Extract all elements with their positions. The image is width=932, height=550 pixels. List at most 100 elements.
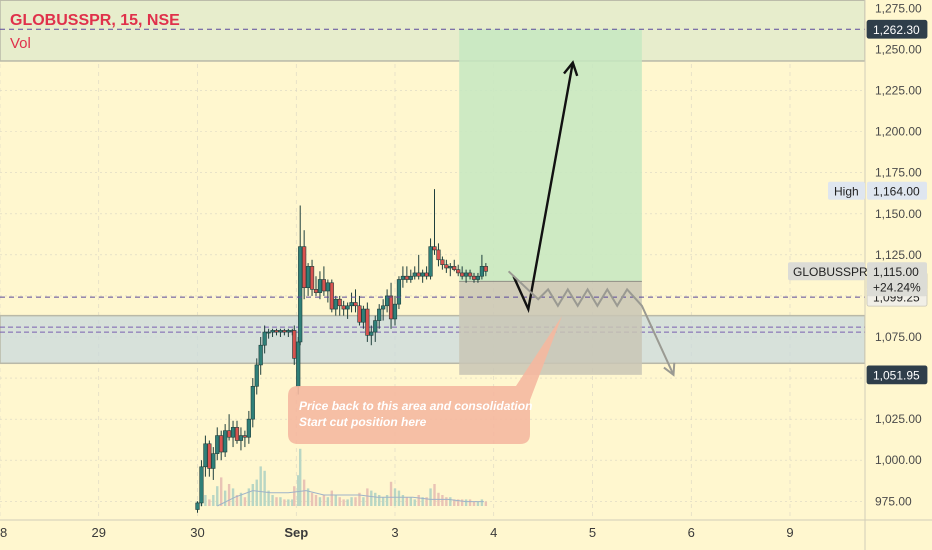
volume-bar	[259, 466, 262, 506]
candle-body	[274, 330, 279, 333]
candle-body	[321, 279, 327, 292]
candle-body	[199, 466, 204, 504]
candle-body	[313, 289, 319, 293]
volume-bar	[267, 490, 270, 506]
volume-bar	[338, 497, 341, 506]
candle-body	[440, 259, 445, 266]
volume-bar	[220, 477, 223, 506]
y-tick-label: 1,075.00	[875, 330, 922, 344]
volume-bar	[297, 475, 300, 506]
volume-bar	[460, 499, 464, 506]
symbol-title[interactable]: GLOBUSSPR, 15, NSE	[10, 12, 180, 29]
candle-body	[329, 282, 334, 310]
volume-bar	[472, 501, 476, 506]
x-tick-label: 8	[0, 525, 7, 540]
candle-body	[282, 330, 287, 333]
volume-bar	[362, 497, 365, 506]
candle-body	[460, 272, 465, 277]
y-tick-label: 1,225.00	[875, 84, 922, 98]
candle-body	[388, 295, 394, 320]
volume-bar	[342, 499, 345, 506]
price-tag-label: 1,051.95	[873, 368, 920, 382]
volume-bar	[299, 448, 302, 506]
x-tick-label: 5	[589, 525, 596, 540]
candle-body	[309, 266, 315, 290]
candle-body	[305, 266, 311, 289]
volume-bar	[255, 479, 258, 506]
candle-body	[416, 272, 421, 277]
candle-body	[479, 266, 485, 277]
price-tags-layer: 1,262.301,108.851,099.251,051.95High1,16…	[788, 19, 928, 385]
candle-body	[254, 364, 259, 387]
volume-bar	[227, 484, 231, 506]
volume-bar	[243, 497, 247, 506]
candle-body	[215, 435, 220, 454]
volume-bar	[433, 484, 436, 506]
zones-layer	[0, 0, 866, 375]
candle-body	[341, 305, 346, 310]
volume-bar	[208, 499, 211, 506]
last-price-label: 1,115.00	[873, 265, 919, 279]
volume-bar	[223, 490, 227, 506]
candle-body	[467, 272, 473, 277]
candle-body	[302, 246, 307, 289]
candle-body	[278, 330, 283, 333]
candles-layer	[195, 189, 488, 513]
annotation-layer: Price back to this area and consolidatio…	[288, 316, 562, 444]
volume-bar	[350, 497, 353, 506]
volume-bar	[216, 486, 219, 506]
volume-bar	[346, 499, 349, 506]
candle-body	[258, 344, 263, 366]
high-label: High	[834, 184, 859, 198]
volume-bar	[283, 499, 286, 506]
volume-bar	[413, 499, 416, 506]
volume-indicator-label[interactable]: Vol	[10, 35, 31, 52]
candle-body	[353, 302, 358, 307]
x-tick-label: 9	[786, 525, 793, 540]
projection-alternate-path	[507, 270, 675, 376]
candle-body	[292, 330, 297, 359]
volume-bar	[334, 495, 337, 506]
high-label-box	[828, 181, 865, 200]
volume-bar	[480, 499, 484, 506]
candle-body	[333, 298, 338, 310]
volume-bar	[401, 495, 405, 506]
x-axis-panel	[0, 520, 932, 550]
volume-bar	[322, 495, 326, 506]
volume-bar	[291, 499, 294, 506]
volume-bar	[247, 488, 251, 506]
last-symbol-label: GLOBUSSPR	[793, 265, 868, 279]
candle-body	[369, 331, 374, 336]
volume-bar	[330, 490, 333, 506]
annotation-callout	[288, 316, 562, 444]
last-change-label: +24.24%	[873, 280, 921, 294]
candle-body	[456, 269, 461, 274]
last-symbol-box	[788, 262, 865, 281]
candle-body	[262, 331, 267, 346]
x-tick-label: 29	[92, 525, 106, 540]
volume-bar	[212, 495, 215, 506]
volume-bar	[314, 495, 318, 506]
volume-bar	[421, 497, 424, 506]
volume-bar	[235, 495, 239, 506]
y-tick-label: 1,125.00	[875, 248, 922, 262]
volume-bar	[287, 499, 290, 506]
candle-body	[203, 443, 208, 468]
candle-body	[349, 302, 354, 307]
candle-body	[266, 331, 271, 334]
candle-body	[296, 341, 301, 387]
volume-bar	[293, 486, 296, 506]
volume-bar	[405, 497, 409, 506]
projection-bullish-path	[512, 62, 574, 314]
candle-body	[337, 298, 342, 307]
volume-bar	[204, 495, 207, 506]
candle-body	[227, 430, 232, 438]
projection-bullish-arrowhead	[563, 60, 579, 77]
candle-body	[373, 320, 378, 333]
volume-ma-line	[217, 490, 484, 507]
volume-bar	[279, 497, 282, 506]
candle-body	[436, 249, 441, 261]
projection-layer	[507, 60, 676, 377]
candle-body	[195, 502, 200, 510]
